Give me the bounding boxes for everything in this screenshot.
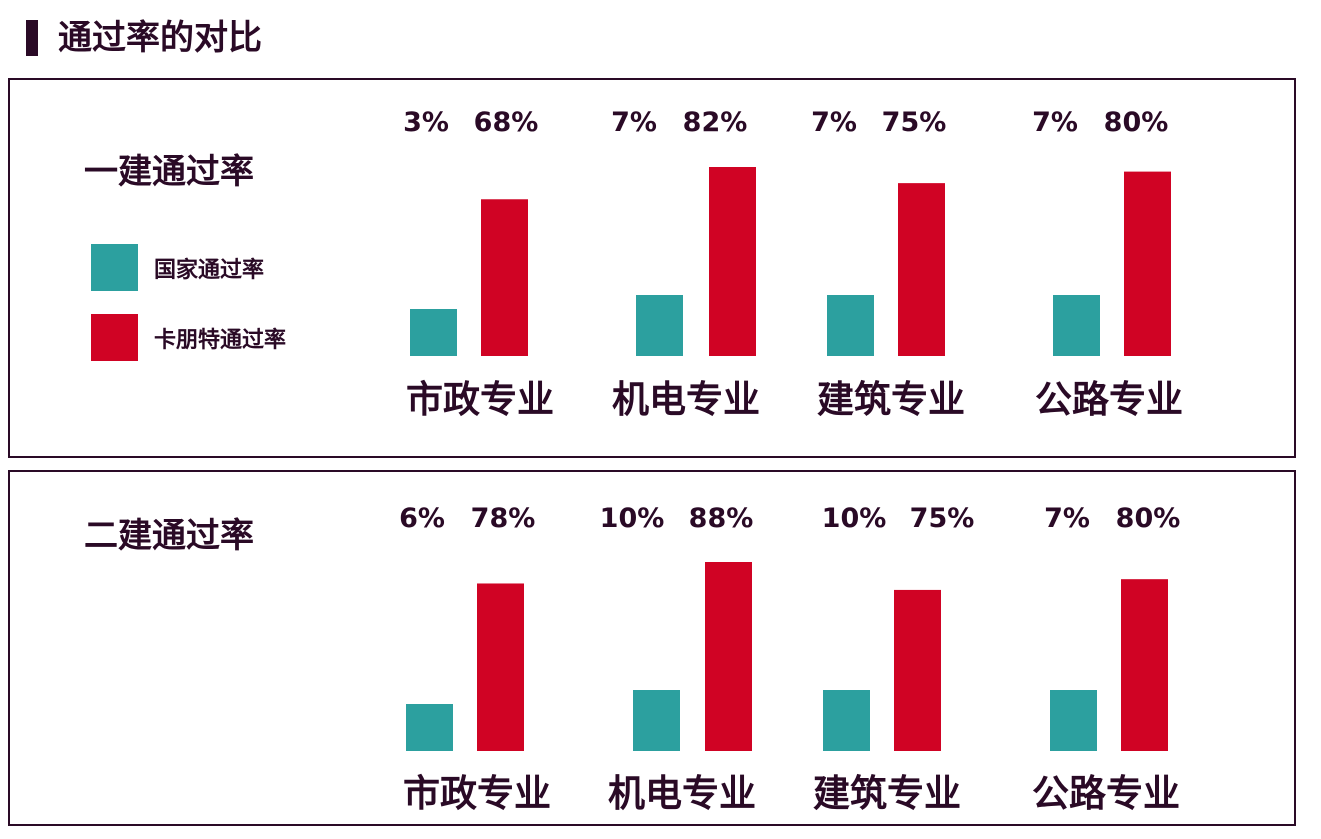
panel-first-class: 一建通过率 国家通过率 卡朋特通过率 bbox=[8, 78, 1296, 458]
label-national-0-1: 7% bbox=[611, 107, 657, 138]
legend-label-carpenter: 卡朋特通过率 bbox=[154, 328, 287, 353]
bar-carpenter-0-0 bbox=[481, 199, 528, 356]
label-national-1-1: 10% bbox=[600, 503, 665, 534]
label-national-0-2: 7% bbox=[811, 107, 857, 138]
label-national-0-0: 3% bbox=[403, 107, 449, 138]
bar-national-0-1 bbox=[636, 295, 683, 356]
page-title: 通过率的对比 bbox=[58, 18, 262, 58]
label-carpenter-0-3: 80% bbox=[1104, 107, 1169, 138]
label-carpenter-0-2: 75% bbox=[882, 107, 947, 138]
category-label-1-0: 市政专业 bbox=[403, 772, 551, 815]
legend-swatch-national bbox=[91, 244, 138, 291]
bar-national-0-0 bbox=[410, 309, 457, 356]
bar-national-1-2 bbox=[823, 690, 870, 751]
category-label-0-3: 公路专业 bbox=[1035, 378, 1183, 421]
label-carpenter-1-2: 75% bbox=[910, 503, 975, 534]
bar-carpenter-0-2 bbox=[898, 183, 945, 356]
bar-national-0-2 bbox=[827, 295, 874, 356]
label-carpenter-0-1: 82% bbox=[683, 107, 748, 138]
category-label-1-1: 机电专业 bbox=[608, 772, 756, 815]
label-national-0-3: 7% bbox=[1032, 107, 1078, 138]
bar-national-0-3 bbox=[1053, 295, 1100, 356]
bar-carpenter-0-1 bbox=[709, 167, 756, 356]
label-national-1-0: 6% bbox=[399, 503, 445, 534]
category-label-0-0: 市政专业 bbox=[406, 378, 554, 421]
title-marker bbox=[26, 20, 38, 56]
label-national-1-2: 10% bbox=[822, 503, 887, 534]
legend-label-national: 国家通过率 bbox=[154, 258, 265, 283]
label-carpenter-1-1: 88% bbox=[689, 503, 754, 534]
bar-carpenter-1-0 bbox=[477, 583, 524, 751]
category-label-0-1: 机电专业 bbox=[612, 378, 760, 421]
bar-carpenter-0-3 bbox=[1124, 171, 1171, 356]
bar-national-1-1 bbox=[633, 690, 680, 751]
label-carpenter-1-3: 80% bbox=[1116, 503, 1181, 534]
category-label-1-3: 公路专业 bbox=[1032, 772, 1180, 815]
label-national-1-3: 7% bbox=[1044, 503, 1090, 534]
bar-carpenter-1-2 bbox=[894, 589, 941, 751]
bar-national-1-3 bbox=[1050, 690, 1097, 751]
category-label-1-2: 建筑专业 bbox=[813, 772, 961, 815]
label-carpenter-0-0: 68% bbox=[474, 107, 539, 138]
panel-title-first-class: 一建通过率 bbox=[84, 152, 254, 192]
panel-title-second-class: 二建通过率 bbox=[84, 516, 254, 556]
bar-carpenter-1-1 bbox=[705, 562, 752, 751]
bar-national-1-0 bbox=[406, 704, 453, 751]
panel-second-class: 二建通过率 bbox=[8, 470, 1296, 826]
category-label-0-2: 建筑专业 bbox=[817, 378, 965, 421]
bar-carpenter-1-3 bbox=[1121, 579, 1168, 751]
legend-swatch-carpenter bbox=[91, 314, 138, 361]
label-carpenter-1-0: 78% bbox=[471, 503, 536, 534]
